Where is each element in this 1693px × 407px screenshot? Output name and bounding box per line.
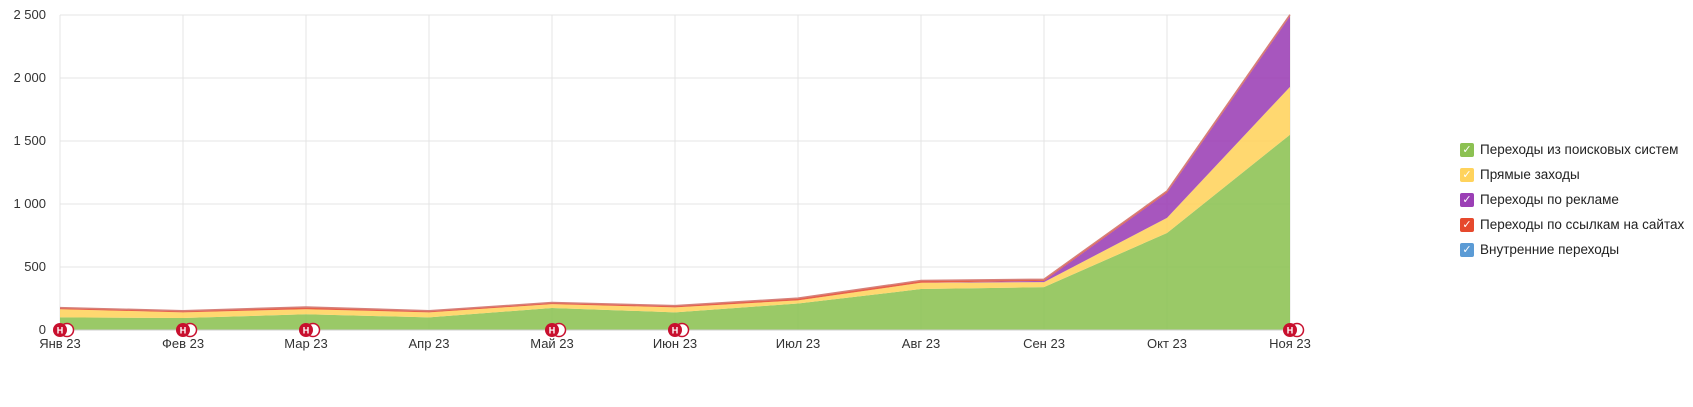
x-tick-label: Янв 23 <box>39 336 81 351</box>
annotation-label: Н <box>57 326 64 336</box>
x-tick-label: Июл 23 <box>776 336 820 351</box>
y-tick-label: 500 <box>24 259 46 274</box>
annotation-marker[interactable]: Н <box>545 322 567 338</box>
annotation-marker[interactable]: Н <box>176 322 198 338</box>
annotation-dot <box>1283 323 1297 337</box>
x-tick-label: Апр 23 <box>408 336 449 351</box>
annotation-label: Н <box>303 326 310 336</box>
legend-label: Переходы из поисковых систем <box>1480 142 1679 157</box>
annotation-dot <box>545 323 559 337</box>
checkmark-icon[interactable]: ✓ <box>1460 192 1474 207</box>
annotation-dot <box>299 323 313 337</box>
legend-item[interactable]: ✓ Переходы из поисковых систем <box>1460 137 1684 162</box>
checkmark-icon[interactable]: ✓ <box>1460 217 1474 232</box>
y-tick-label: 2 000 <box>13 70 46 85</box>
x-tick-label: Мар 23 <box>284 336 328 351</box>
y-tick-label: 2 500 <box>13 7 46 22</box>
series-area <box>60 134 1290 330</box>
legend-item[interactable]: ✓ Переходы по ссылкам на сайтах <box>1460 212 1684 237</box>
annotation-marker[interactable]: Н <box>299 322 321 338</box>
x-tick-label: Сен 23 <box>1023 336 1065 351</box>
x-tick-label: Авг 23 <box>902 336 940 351</box>
x-tick-label: Июн 23 <box>653 336 697 351</box>
y-tick-label: 1 500 <box>13 133 46 148</box>
x-tick-label: Окт 23 <box>1147 336 1187 351</box>
chart-plot: 0 500 1 000 1 500 2 000 2 500 Янв 23 Фев 23 Мар … <box>13 7 1311 351</box>
annotation-dot <box>53 323 67 337</box>
annotation-label: Н <box>549 326 556 336</box>
annotation-label: Н <box>180 326 187 336</box>
total-line <box>59 14 1291 312</box>
x-tick-label: Фев 23 <box>162 336 204 351</box>
annotation-marker[interactable]: Н <box>53 322 75 338</box>
legend-label: Переходы по рекламе <box>1480 192 1619 207</box>
checkmark-icon[interactable]: ✓ <box>1460 142 1474 157</box>
chart-legend: ✓ Переходы из поисковых систем ✓ Прямые зах… <box>1460 137 1684 262</box>
legend-label: Переходы по ссылкам на сайтах <box>1480 217 1685 232</box>
y-tick-label: 1 000 <box>13 196 46 211</box>
checkmark-icon[interactable]: ✓ <box>1460 242 1474 257</box>
legend-item[interactable]: ✓ Переходы по рекламе <box>1460 187 1684 212</box>
y-tick-label: 0 <box>39 322 46 337</box>
annotation-label: Н <box>672 326 679 336</box>
legend-label: Внутренние переходы <box>1480 242 1620 257</box>
legend-label: Прямые заходы <box>1480 167 1580 182</box>
annotation-dot <box>176 323 190 337</box>
checkmark-icon[interactable]: ✓ <box>1460 167 1474 182</box>
x-tick-label: Май 23 <box>530 336 574 351</box>
annotation-dot <box>668 323 682 337</box>
annotation-marker[interactable]: Н <box>1283 322 1305 338</box>
x-tick-label: Ноя 23 <box>1269 336 1311 351</box>
legend-item[interactable]: ✓ Внутренние переходы <box>1460 237 1684 262</box>
annotation-label: Н <box>1287 326 1294 336</box>
annotation-marker[interactable]: Н <box>668 322 690 338</box>
legend-item[interactable]: ✓ Прямые заходы <box>1460 162 1684 187</box>
